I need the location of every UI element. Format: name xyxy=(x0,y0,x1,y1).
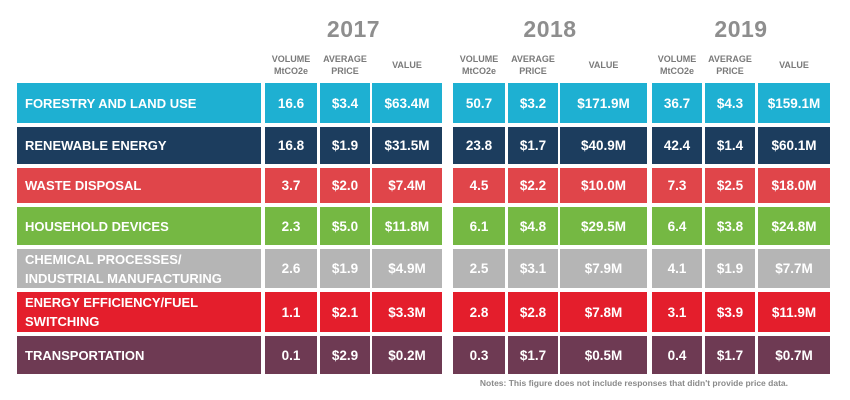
column-header: VALUE xyxy=(779,60,809,70)
table-cell: $24.8M xyxy=(758,207,830,245)
table-cell: $11.8M xyxy=(372,207,442,245)
row-label: RENEWABLE ENERGY xyxy=(17,127,261,164)
column-header: AVERAGE PRICE xyxy=(511,54,555,76)
table-cell: $7.8M xyxy=(560,292,647,332)
row-label: FORESTRY AND LAND USE xyxy=(17,83,261,123)
table-cell: $1.7 xyxy=(705,336,755,374)
table-cell: 42.4 xyxy=(652,127,702,164)
table-cell: $3.9 xyxy=(705,292,755,332)
table-cell: $60.1M xyxy=(758,127,830,164)
table-cell: $5.0 xyxy=(320,207,370,245)
table-cell: $3.4 xyxy=(320,83,370,123)
table-cell: $1.9 xyxy=(705,249,755,288)
row-label: HOUSEHOLD DEVICES xyxy=(17,207,261,245)
table-cell: $2.1 xyxy=(320,292,370,332)
table-cell: 2.8 xyxy=(453,292,505,332)
table-cell: 4.5 xyxy=(453,168,505,203)
table-cell: $4.9M xyxy=(372,249,442,288)
column-header: VALUE xyxy=(588,60,619,70)
table-cell: 2.3 xyxy=(265,207,317,245)
table-cell: $3.2 xyxy=(508,83,558,123)
table-cell: $18.0M xyxy=(758,168,830,203)
table-cell: $40.9M xyxy=(560,127,647,164)
column-header: VOLUME MtCO2e xyxy=(657,54,697,76)
row-label: WASTE DISPOSAL xyxy=(17,168,261,203)
table-cell: 16.6 xyxy=(265,83,317,123)
table-cell: 16.8 xyxy=(265,127,317,164)
table-cell: $2.0 xyxy=(320,168,370,203)
table-cell: 50.7 xyxy=(453,83,505,123)
table-cell: $1.9 xyxy=(320,249,370,288)
table-cell: 2.5 xyxy=(453,249,505,288)
table-cell: $0.2M xyxy=(372,336,442,374)
table-cell: $1.9 xyxy=(320,127,370,164)
table-cell: $63.4M xyxy=(372,83,442,123)
table-cell: 0.4 xyxy=(652,336,702,374)
table-cell: 3.7 xyxy=(265,168,317,203)
table-cell: $2.9 xyxy=(320,336,370,374)
column-header: VOLUME MtCO2e xyxy=(271,54,311,76)
column-header: VALUE xyxy=(392,60,422,70)
table-cell: $7.7M xyxy=(758,249,830,288)
table-cell: $1.4 xyxy=(705,127,755,164)
table-cell: 36.7 xyxy=(652,83,702,123)
year-header-2019: 2019 xyxy=(714,16,768,42)
table-cell: $3.8 xyxy=(705,207,755,245)
table-cell: $7.4M xyxy=(372,168,442,203)
table-cell: 2.6 xyxy=(265,249,317,288)
table-note: Notes: This figure does not include resp… xyxy=(479,378,788,388)
table-cell: $7.9M xyxy=(560,249,647,288)
year-header-2017: 2017 xyxy=(326,16,381,42)
table-cell: 0.3 xyxy=(453,336,505,374)
table-cell: $1.7 xyxy=(508,336,558,374)
table-cell: $3.3M xyxy=(372,292,442,332)
row-label: CHEMICAL PROCESSES/ INDUSTRIAL MANUFACTU… xyxy=(17,249,261,288)
table-cell: $0.5M xyxy=(560,336,647,374)
table-cell: $4.8 xyxy=(508,207,558,245)
table-cell: 0.1 xyxy=(265,336,317,374)
table-cell: $159.1M xyxy=(758,83,830,123)
table-cell: $4.3 xyxy=(705,83,755,123)
row-label: TRANSPORTATION xyxy=(17,336,261,374)
table-cell: 6.1 xyxy=(453,207,505,245)
table-cell: $2.2 xyxy=(508,168,558,203)
table-cell: 7.3 xyxy=(652,168,702,203)
column-header: VOLUME MtCO2e xyxy=(459,54,499,76)
table-cell: $11.9M xyxy=(758,292,830,332)
table-cell: 1.1 xyxy=(265,292,317,332)
table-cell: $171.9M xyxy=(560,83,647,123)
table-cell: $3.1 xyxy=(508,249,558,288)
year-header-2018: 2018 xyxy=(523,16,577,42)
table-cell: 3.1 xyxy=(652,292,702,332)
table-cell: 23.8 xyxy=(453,127,505,164)
table-cell: $31.5M xyxy=(372,127,442,164)
table-cell: $0.7M xyxy=(758,336,830,374)
column-header: AVERAGE PRICE xyxy=(708,54,752,76)
column-header: AVERAGE PRICE xyxy=(323,54,367,76)
table-cell: $29.5M xyxy=(560,207,647,245)
table-cell: $10.0M xyxy=(560,168,647,203)
table-cell: 4.1 xyxy=(652,249,702,288)
table-cell: 6.4 xyxy=(652,207,702,245)
table-cell: $1.7 xyxy=(508,127,558,164)
table-cell: $2.5 xyxy=(705,168,755,203)
row-label: ENERGY EFFICIENCY/FUEL SWITCHING xyxy=(17,292,261,332)
table-cell: $2.8 xyxy=(508,292,558,332)
